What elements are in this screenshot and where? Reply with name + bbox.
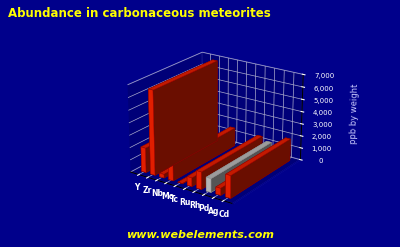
Text: www.webelements.com: www.webelements.com: [126, 230, 274, 240]
Text: Abundance in carbonaceous meteorites: Abundance in carbonaceous meteorites: [8, 7, 271, 21]
